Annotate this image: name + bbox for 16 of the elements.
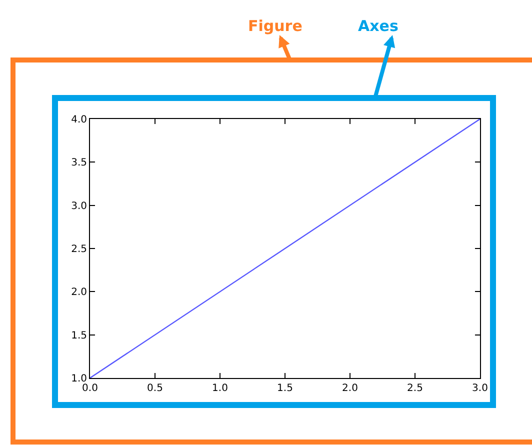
x-tick-label: 3.0 <box>472 383 488 394</box>
x-tick-label: 0.5 <box>147 383 163 394</box>
x-tick-label: 1.5 <box>277 383 293 394</box>
x-tick-label: 2.0 <box>342 383 358 394</box>
x-tick-label: 1.0 <box>212 383 228 394</box>
y-tick-label: 1.0 <box>71 374 87 384</box>
y-tick-label: 3.0 <box>71 200 87 212</box>
x-tick-label: 0.0 <box>82 383 98 394</box>
y-tick-label: 4.0 <box>71 114 87 126</box>
y-tick-label: 2.5 <box>71 244 87 255</box>
y-tick-label: 2.0 <box>71 287 87 298</box>
x-tick-label: 2.5 <box>407 383 423 394</box>
text: Axes <box>358 17 398 35</box>
text: Figure <box>248 17 302 35</box>
y-tick-label: 1.5 <box>71 330 87 342</box>
y-tick-label: 3.5 <box>71 158 87 169</box>
